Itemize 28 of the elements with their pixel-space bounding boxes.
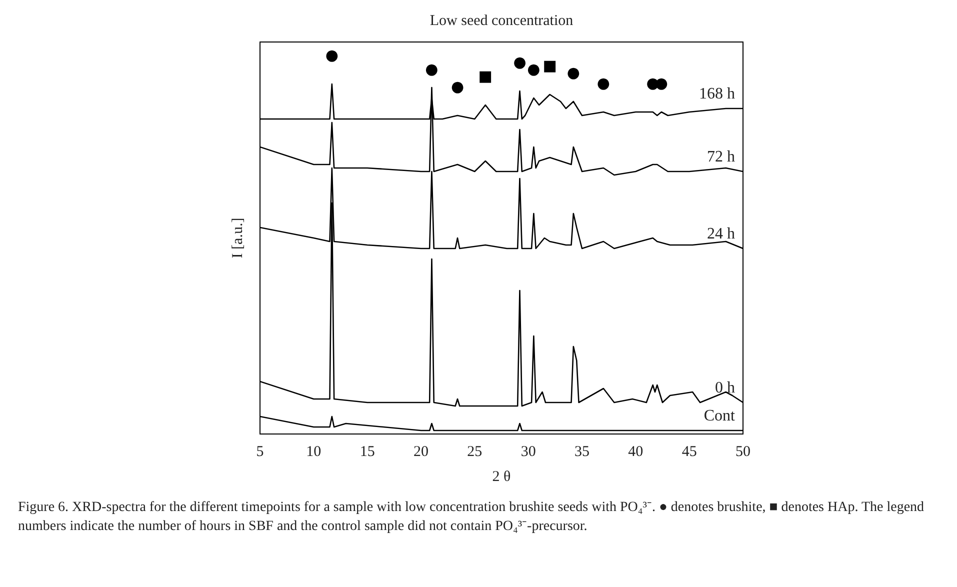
annotation: ■ — [542, 56, 557, 74]
annotation: ● — [596, 74, 610, 92]
series-label: 168 h — [699, 86, 735, 103]
x-tick-label: 40 — [628, 444, 644, 460]
x-tick-label: 30 — [520, 444, 536, 460]
x-tick-label: 10 — [306, 444, 322, 460]
series-label: 24 h — [707, 226, 735, 243]
caption: Figure 6. XRD-spectra for the different timepoints for a sample with low concentration brushite seeds with PO₄³⁻. ● denotes brushite, ■ denotes HAp. The legend numbers indicate the number of hours in SBF and the control sample did not contain PO₄³⁻-precursor. — [18, 499, 926, 536]
x-tick-label: 25 — [467, 444, 482, 460]
series-label: 0 h — [715, 380, 735, 397]
annotation: ● — [566, 63, 580, 82]
y-axis-title: I [a.u.] — [230, 218, 246, 258]
x-tick-label: 50 — [736, 444, 750, 460]
annotation: ● — [325, 46, 338, 64]
annotation: ■ — [478, 66, 492, 85]
x-tick-label: 5 — [256, 444, 264, 460]
x-tick-label: 15 — [360, 444, 375, 460]
x-tick-label: 45 — [682, 444, 697, 460]
chart-title: Low seed concentration — [430, 12, 574, 29]
annotation: ● — [425, 60, 438, 78]
series-label: Cont — [704, 408, 736, 425]
annotation: ● — [527, 60, 540, 78]
annotation: ● — [513, 52, 526, 71]
x-tick-label: 20 — [414, 444, 428, 460]
x-tick-label: 35 — [574, 444, 590, 460]
series-label: 72 h — [707, 148, 735, 166]
x-axis-title: 2 θ — [492, 468, 511, 485]
annotation: ● — [450, 77, 464, 96]
